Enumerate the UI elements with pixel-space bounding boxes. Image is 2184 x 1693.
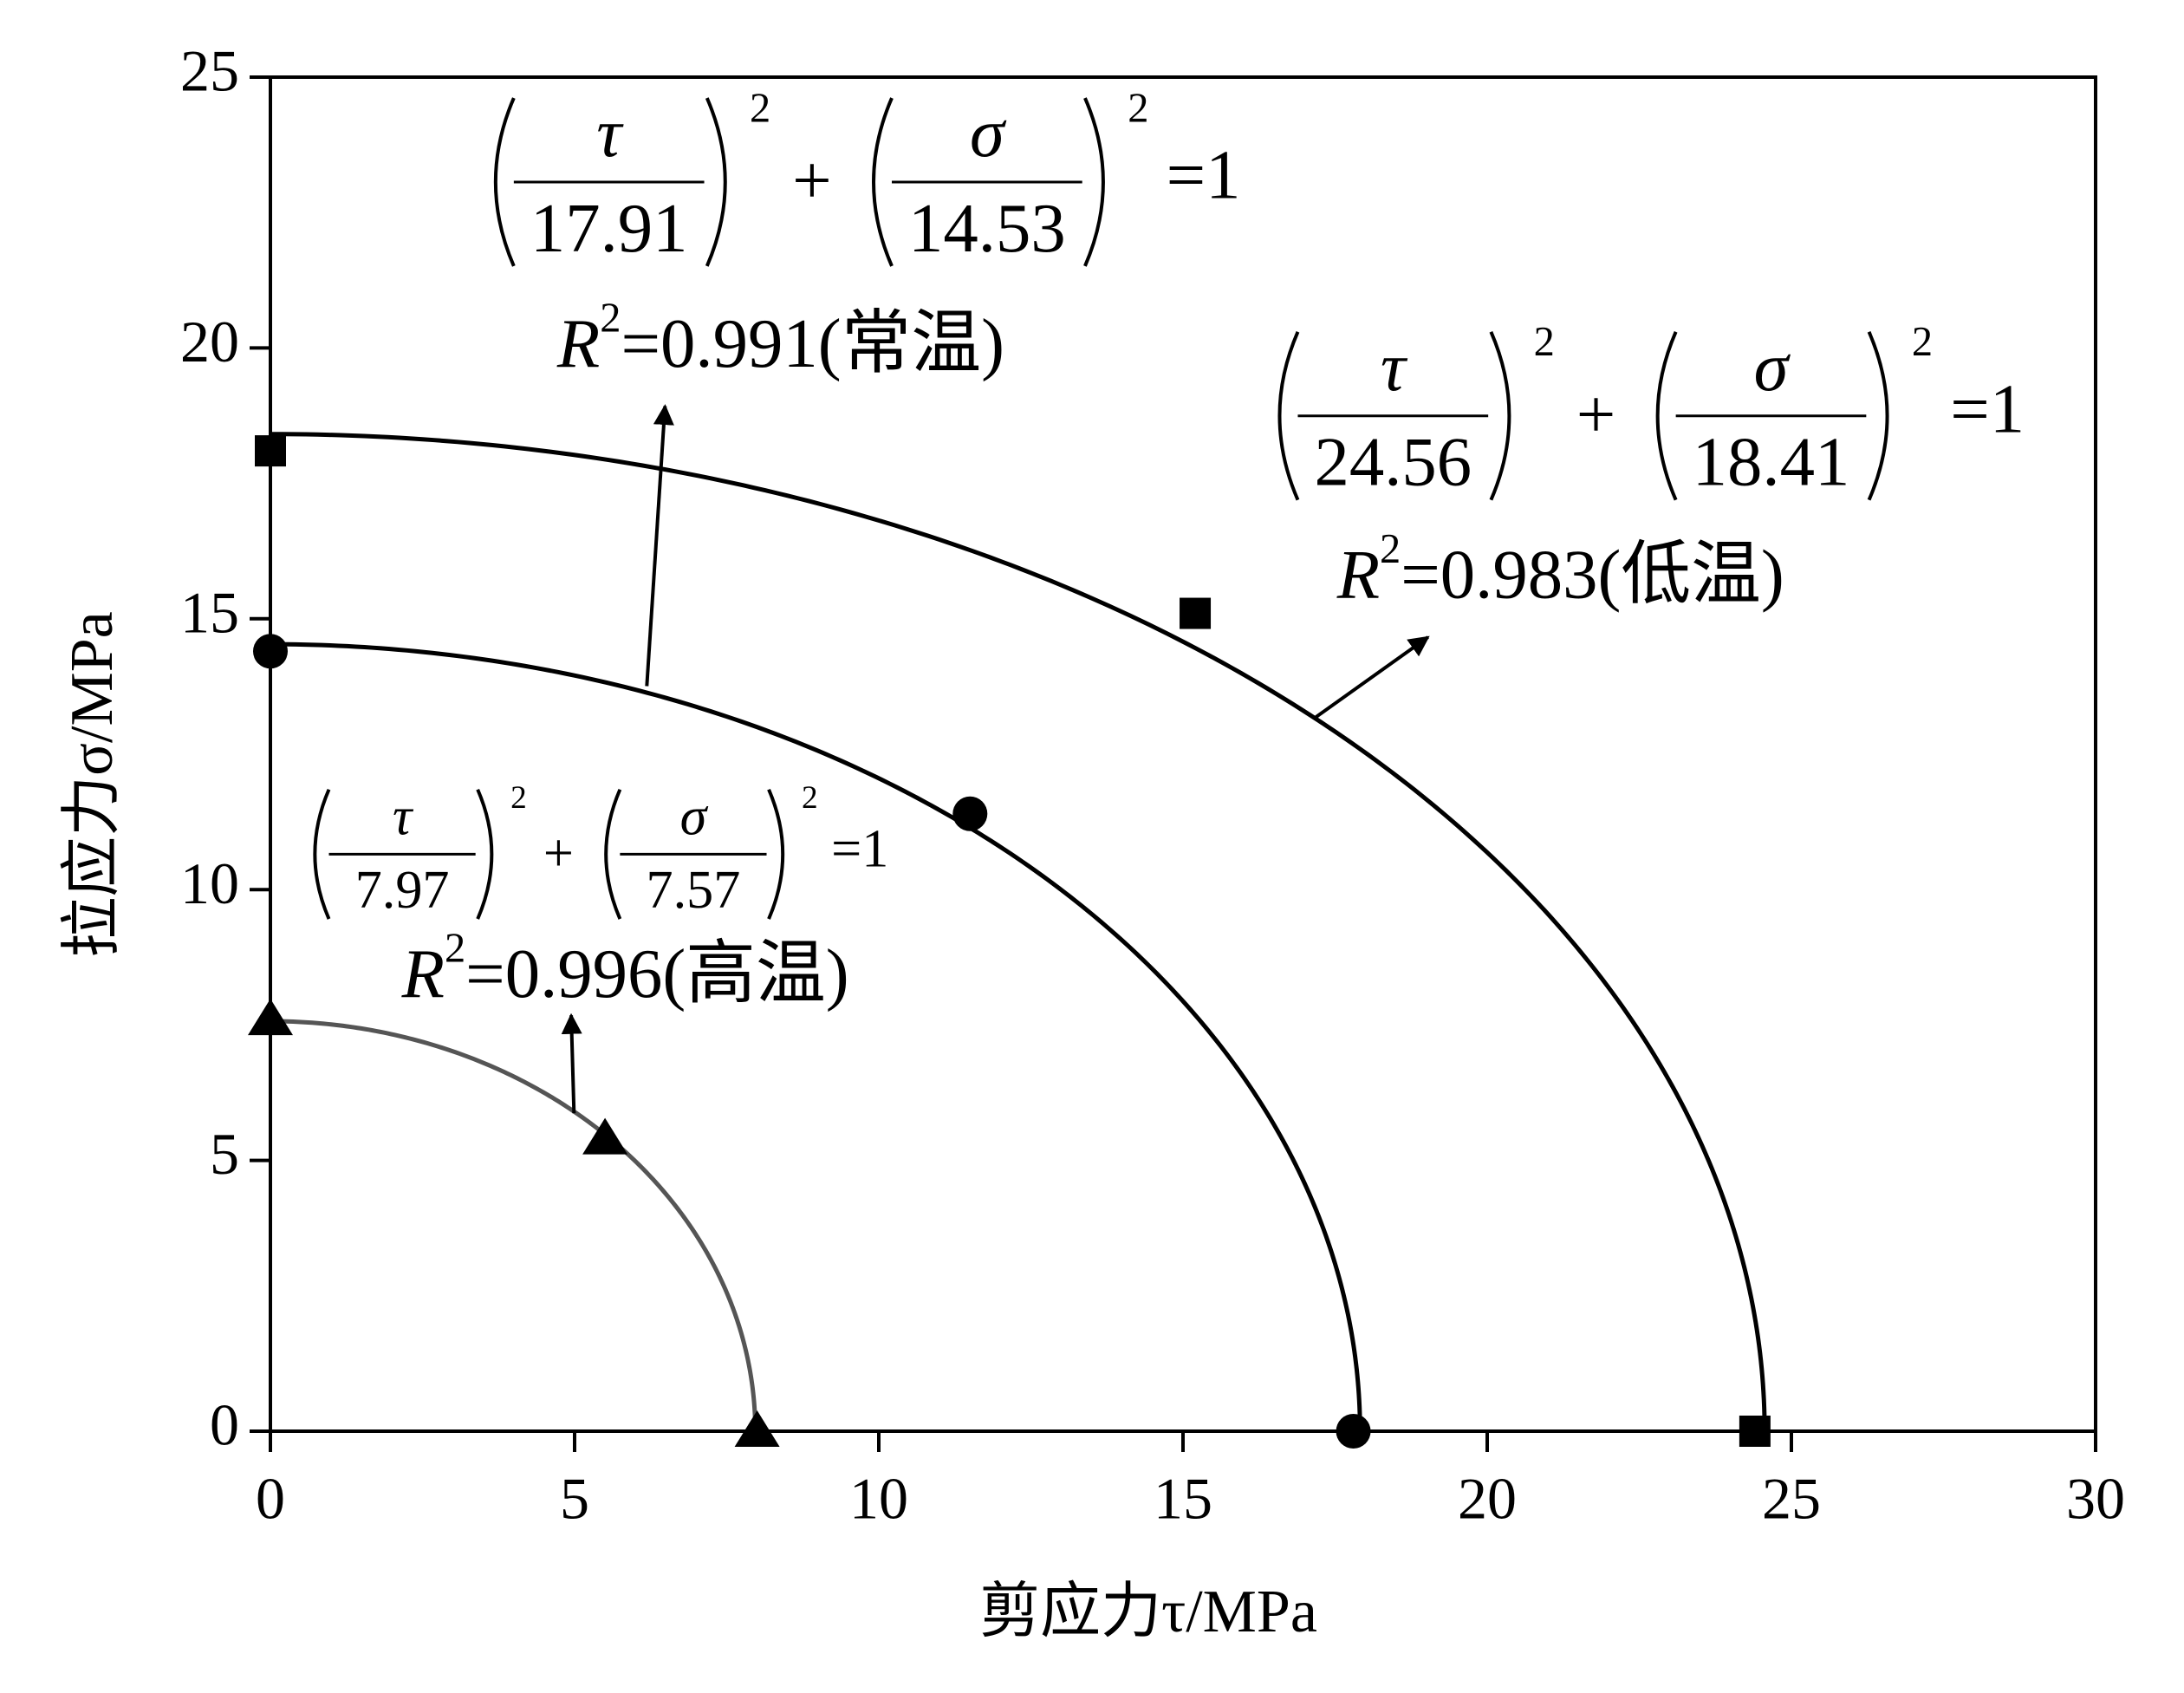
data-point [1739, 1416, 1771, 1447]
data-point [952, 796, 988, 831]
r-symbol: R [1336, 536, 1380, 613]
numerator: σ [680, 787, 709, 846]
annotation-arrow [561, 1013, 582, 1114]
denominator: 7.97 [355, 861, 450, 920]
paren [313, 788, 331, 920]
paren [705, 97, 727, 267]
r2-value: =0.996(高温) [465, 934, 849, 1012]
paren [767, 788, 785, 920]
plot-frame [269, 75, 2097, 1433]
fit-curve [270, 641, 1362, 1432]
r-symbol: R [556, 304, 600, 381]
numerator: τ [596, 94, 624, 172]
y-tick-label: 0 [210, 1392, 239, 1458]
y-tick-label: 15 [180, 579, 239, 645]
x-tick-label: 15 [1154, 1466, 1212, 1532]
r-exponent: 2 [600, 296, 621, 342]
r-exponent: 2 [445, 926, 465, 972]
exponent: 2 [750, 85, 770, 131]
x-tick-label: 0 [256, 1466, 285, 1532]
numerator: σ [970, 94, 1007, 172]
equals: =1 [1167, 137, 1241, 214]
paren [1867, 331, 1889, 501]
numerator: σ [1754, 329, 1791, 406]
x-tick-label: 30 [2066, 1466, 2125, 1532]
exponent: 2 [1912, 319, 1933, 365]
paren [1655, 331, 1678, 501]
x-tick-label: 20 [1458, 1466, 1517, 1532]
data-point [253, 634, 288, 669]
x-tick-label: 5 [560, 1466, 589, 1532]
fit-equation: τ 17.91 2 + σ 14.53 2 =1 [493, 85, 1241, 267]
numerator: τ [1381, 329, 1408, 406]
r2-label: R2=0.991(常温) [556, 296, 1004, 382]
fit-curve [270, 1019, 757, 1432]
annotation-arrow [645, 404, 674, 687]
plus: + [543, 824, 574, 883]
y-tick-label: 5 [210, 1121, 239, 1187]
y-tick-label: 20 [180, 309, 239, 374]
exponent: 2 [802, 780, 818, 816]
paren [1277, 331, 1300, 501]
y-tick-label: 10 [180, 850, 239, 916]
plus: + [1576, 376, 1616, 453]
paren [1083, 97, 1105, 267]
fit-equation: τ 24.56 2 + σ 18.41 2 =1 [1277, 319, 2025, 501]
plus: + [792, 142, 832, 219]
equals: =1 [831, 820, 888, 879]
fit-equation: τ 7.97 2 + σ 7.57 2 =1 [313, 780, 888, 920]
paren [493, 97, 516, 267]
paren [604, 788, 622, 920]
y-axis-title: 拉应力σ/MPa [59, 611, 126, 957]
denominator: 7.57 [647, 861, 741, 920]
exponent: 2 [1128, 85, 1148, 131]
equals: =1 [1950, 370, 2025, 447]
r2-value: =0.991(常温) [621, 304, 1004, 381]
exponent: 2 [510, 780, 527, 816]
r2-label: R2=0.996(高温) [401, 926, 849, 1013]
r2-value: =0.983(低温) [1401, 536, 1784, 613]
denominator: 17.91 [530, 190, 688, 267]
paren [872, 97, 894, 267]
numerator: τ [393, 787, 414, 846]
denominator: 14.53 [908, 190, 1066, 267]
data-point [248, 999, 293, 1036]
y-tick-label: 25 [180, 38, 239, 104]
r-exponent: 2 [1380, 526, 1401, 572]
paren [1489, 331, 1511, 501]
x-tick-label: 25 [1762, 1466, 1821, 1532]
paren [476, 788, 494, 920]
data-point [1336, 1414, 1371, 1449]
r2-label: R2=0.983(低温) [1336, 526, 1784, 613]
data-point [734, 1410, 780, 1447]
denominator: 24.56 [1314, 424, 1472, 501]
data-point [1180, 597, 1212, 629]
data-point [582, 1117, 628, 1155]
annotation-arrow [1315, 635, 1430, 719]
exponent: 2 [1534, 319, 1555, 365]
denominator: 18.41 [1693, 424, 1850, 501]
fit-curve [270, 432, 1767, 1432]
x-axis-title: 剪应力τ/MPa [979, 1579, 1317, 1645]
data-point [255, 435, 286, 467]
r-symbol: R [401, 934, 445, 1012]
x-tick-label: 10 [849, 1466, 908, 1532]
